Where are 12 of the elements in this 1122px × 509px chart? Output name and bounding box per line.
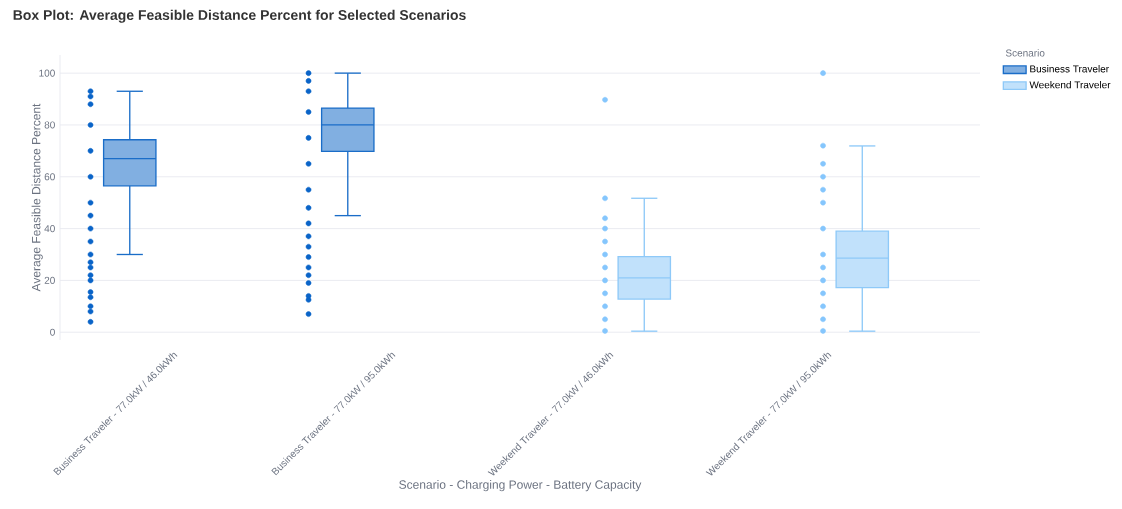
y-tick-label: 80 [44,121,55,129]
y-tick-label: 20 [44,276,55,284]
y-tick-label: 60 [44,173,55,181]
legend-title: Scenario [1005,49,1045,57]
y-tick-label: 40 [44,225,55,233]
legend-label: Weekend Traveler [1029,81,1111,89]
chart-title: Box Plot: Average Feasible Distance Percent for Selected Scenarios [13,9,466,23]
x-axis-title: Scenario - Charging Power - Battery Capacity [399,480,642,492]
y-axis-title: Average Feasible Distance Percent [31,103,43,292]
y-tick-label: 0 [50,328,55,336]
legend-label: Business Traveler [1030,65,1109,73]
y-tick-label: 100 [39,69,55,77]
